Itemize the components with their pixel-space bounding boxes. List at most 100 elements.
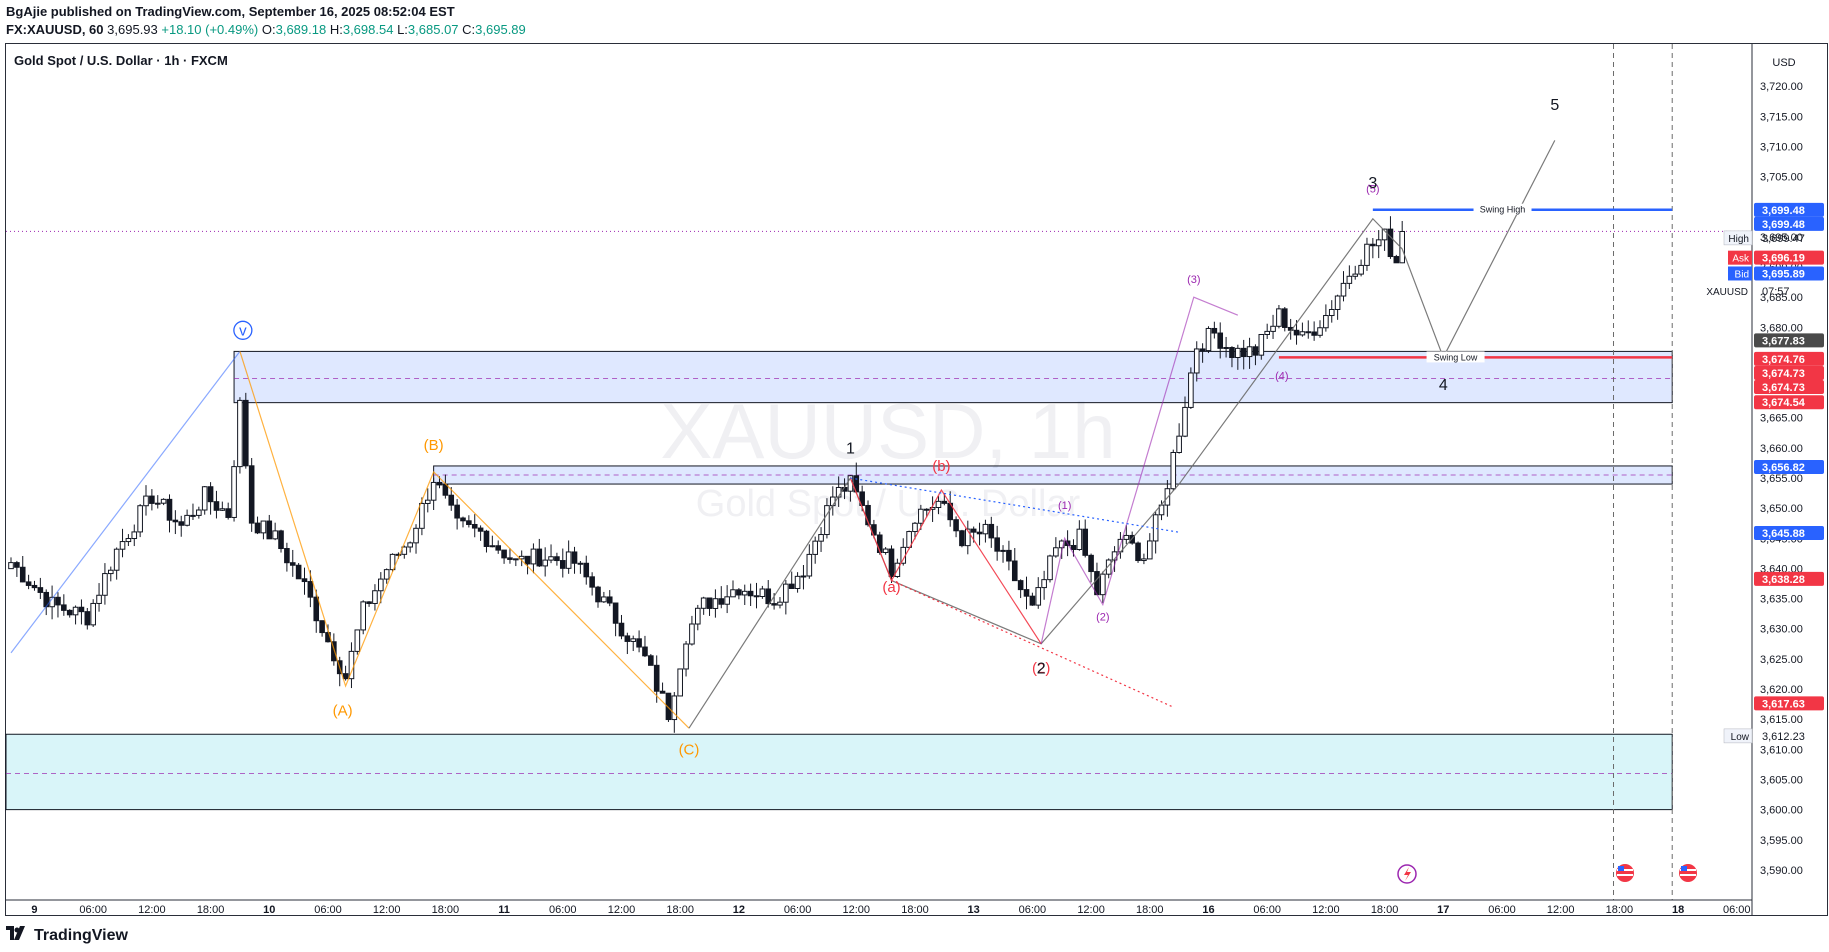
wave-label: (C) xyxy=(679,742,700,759)
candle-up xyxy=(1041,579,1047,589)
candle-down xyxy=(25,581,32,586)
candle-down xyxy=(248,465,255,524)
candle-down xyxy=(888,548,895,578)
candle-up xyxy=(196,509,202,516)
candle-up xyxy=(1100,573,1106,596)
candle-down xyxy=(19,566,26,583)
price-tag: 3,645.88 xyxy=(1762,528,1805,540)
candle-up xyxy=(759,588,766,598)
candle-up xyxy=(601,596,607,603)
time-tick-label: 06:00 xyxy=(1253,904,1281,916)
candle-up xyxy=(800,575,807,578)
candle-down xyxy=(31,584,38,589)
candle-down xyxy=(442,484,449,496)
candle-up xyxy=(131,531,138,540)
elliott-wave-path[interactable] xyxy=(10,351,241,654)
candle-up xyxy=(694,607,701,625)
chart-frame[interactable] xyxy=(5,43,1828,916)
candle-up xyxy=(272,530,278,540)
candle-down xyxy=(953,519,959,532)
price-tag-bg xyxy=(1754,333,1824,348)
candle-up xyxy=(1299,331,1306,336)
price-tick-label: 3,600.00 xyxy=(1760,805,1803,817)
price-tag-bg xyxy=(1754,571,1824,586)
candle-down xyxy=(859,491,865,506)
elliott-wave-path[interactable] xyxy=(1040,296,1239,644)
candle-down xyxy=(753,595,760,598)
candle-down xyxy=(37,587,44,593)
last-price: 3,695.93 xyxy=(107,22,158,37)
open-value: 3,689.18 xyxy=(275,22,327,37)
price-tag-name: High xyxy=(1728,234,1749,245)
candle-down xyxy=(307,581,314,598)
price-tick-label: 3,650.00 xyxy=(1760,503,1803,515)
us-flag-icon[interactable] xyxy=(1616,864,1634,882)
swing-low-label: Swing Low xyxy=(1434,352,1478,362)
candle-up xyxy=(935,500,942,509)
publish-info: BgAjie published on TradingView.com, Sep… xyxy=(6,3,526,21)
trend-channel-line[interactable] xyxy=(850,477,1180,533)
price-tick-label: 3,625.00 xyxy=(1760,654,1803,666)
wave-label: (A) xyxy=(333,702,353,719)
candle-down xyxy=(149,495,155,504)
candle-down xyxy=(1006,549,1012,562)
time-tick-label: 06:00 xyxy=(784,904,812,916)
replay-icon[interactable] xyxy=(1397,864,1417,884)
candle-down xyxy=(213,501,220,511)
time-tick-label: 12 xyxy=(733,904,745,916)
candle-down xyxy=(1240,347,1247,358)
price-tag: 3,677.83 xyxy=(1762,335,1805,347)
candle-up xyxy=(982,523,989,535)
low-label: L: xyxy=(397,22,408,37)
us-flag-icon[interactable] xyxy=(1679,864,1697,882)
time-tick-label: 12:00 xyxy=(843,904,871,916)
elliott-wave-path[interactable] xyxy=(239,351,690,729)
candle-down xyxy=(524,555,531,565)
candle-up xyxy=(489,545,496,548)
candle-down xyxy=(1070,544,1077,551)
wave-label: 3 xyxy=(1368,175,1377,192)
price-tag: 3,696.19 xyxy=(1762,253,1805,265)
candle-down xyxy=(988,523,995,539)
price-tag: 3,699.47 xyxy=(1762,233,1805,245)
price-tag-bg xyxy=(1754,395,1824,410)
time-tick-label: 12:00 xyxy=(1312,904,1340,916)
supply-demand-zone[interactable] xyxy=(5,733,1673,811)
candle-down xyxy=(278,530,284,550)
open-label: O: xyxy=(261,22,276,37)
tradingview-footer[interactable]: TradingView xyxy=(6,926,128,945)
candle-up xyxy=(1375,239,1382,247)
candle-down xyxy=(653,664,660,692)
price-tag: 3,612.23 xyxy=(1762,731,1805,743)
candle-up xyxy=(724,596,730,605)
price-tag-bg xyxy=(1754,526,1824,541)
candle-up xyxy=(1053,547,1059,557)
time-tick-label: 13 xyxy=(968,904,980,916)
candle-up xyxy=(1346,275,1353,284)
time-tick-label: 17 xyxy=(1437,904,1449,916)
candle-up xyxy=(824,505,830,536)
supply-demand-zone[interactable] xyxy=(433,465,1673,485)
candle-down xyxy=(976,531,983,535)
candle-up xyxy=(419,502,425,529)
candle-down xyxy=(55,596,61,606)
price-tick-label: 3,620.00 xyxy=(1760,684,1803,696)
swing-high-label: Swing High xyxy=(1480,205,1526,215)
candle-up xyxy=(677,668,683,697)
symbol-line: FX:XAUUSD, 60 xyxy=(6,22,104,37)
candle-up xyxy=(430,481,437,501)
candle-down xyxy=(642,646,648,657)
candle-down xyxy=(1088,554,1094,573)
price-tag: 3,695.89 xyxy=(1762,268,1805,280)
wave-label: (a) xyxy=(882,579,900,596)
price-tag-name: Low xyxy=(1731,732,1750,743)
time-tick-label: 06:00 xyxy=(549,904,577,916)
candle-down xyxy=(319,620,325,634)
elliott-wave-path[interactable] xyxy=(849,477,1042,645)
trend-channel-line[interactable] xyxy=(891,579,1174,708)
tradingview-logo-icon xyxy=(6,926,28,945)
price-tag-bg xyxy=(1754,366,1824,381)
candle-up xyxy=(730,589,736,598)
candle-down xyxy=(665,692,672,721)
